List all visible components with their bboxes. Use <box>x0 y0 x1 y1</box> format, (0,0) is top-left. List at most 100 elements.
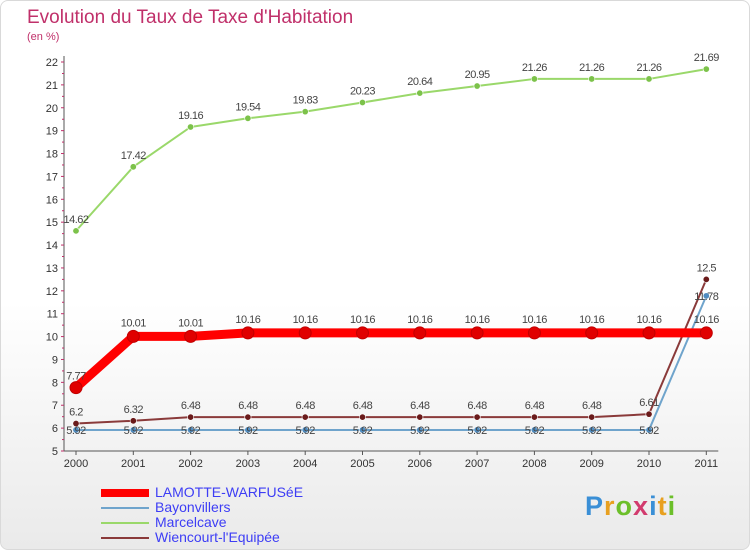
data-label-2: 14.62 <box>63 214 88 226</box>
data-point-3 <box>702 275 710 283</box>
y-tick-label: 18 <box>46 149 58 161</box>
data-point-0 <box>413 326 427 340</box>
logo-letter: x <box>633 491 650 521</box>
legend-label-marcelcave: Marcelcave <box>155 514 227 530</box>
data-label-2: 21.26 <box>636 62 661 74</box>
y-tick-label: 8 <box>52 377 58 389</box>
data-point-3 <box>187 413 195 421</box>
data-label-3: 6.32 <box>124 404 144 416</box>
line-chart: 5 6 7 8 9 10 11 12 13 14 15 16 17 18 19 20 21 22 2000 2001 2… <box>46 52 720 470</box>
data-point-3 <box>301 413 309 421</box>
x-tick-label: 2005 <box>350 458 374 470</box>
data-point-0 <box>126 329 140 343</box>
legend-swatch-bayonvillers <box>101 507 149 509</box>
data-point-3 <box>244 413 252 421</box>
y-tick-label: 17 <box>46 171 58 183</box>
y-tick-label: 22 <box>46 57 58 69</box>
data-point-2 <box>72 227 80 235</box>
data-label-1: 5.92 <box>410 425 430 437</box>
data-point-2 <box>301 108 309 116</box>
data-label-3: 6.48 <box>525 400 545 412</box>
data-point-1 <box>416 426 424 434</box>
x-tick-label: 2003 <box>236 458 260 470</box>
data-point-0 <box>585 326 599 340</box>
data-label-2: 20.23 <box>350 86 375 98</box>
data-point-0 <box>69 381 83 395</box>
data-label-0: 10.16 <box>407 314 432 326</box>
data-label-3: 6.48 <box>410 400 430 412</box>
data-point-2 <box>416 89 424 97</box>
data-label-0: 10.16 <box>636 314 661 326</box>
x-tick-label: 2002 <box>178 458 202 470</box>
x-tick-label: 2007 <box>465 458 489 470</box>
data-label-0: 10.16 <box>465 314 490 326</box>
data-point-1 <box>129 426 137 434</box>
data-point-2 <box>129 163 137 171</box>
data-point-1 <box>588 426 596 434</box>
data-label-2: 20.95 <box>465 69 490 81</box>
proxiti-logo: Proxiti <box>585 491 676 522</box>
data-point-3 <box>645 410 653 418</box>
data-point-0 <box>241 326 255 340</box>
data-point-1 <box>244 426 252 434</box>
data-point-3 <box>588 413 596 421</box>
data-point-0 <box>470 326 484 340</box>
y-tick-label: 14 <box>46 240 58 252</box>
x-tick-label: 2008 <box>522 458 546 470</box>
x-tick-label: 2004 <box>293 458 317 470</box>
y-tick-label: 10 <box>46 332 58 344</box>
data-label-0: 10.16 <box>235 314 260 326</box>
y-tick-label: 7 <box>52 400 58 412</box>
data-label-3: 6.48 <box>467 400 487 412</box>
data-label-1: 5.92 <box>353 425 373 437</box>
data-point-2 <box>358 99 366 107</box>
data-point-0 <box>356 326 369 340</box>
data-label-2: 21.69 <box>694 52 719 64</box>
logo-letter: i <box>667 491 677 521</box>
data-point-1 <box>473 426 481 434</box>
data-point-1 <box>645 426 653 434</box>
y-tick-label: 16 <box>46 194 58 206</box>
data-point-2 <box>530 75 538 83</box>
y-tick-label: 12 <box>46 286 58 298</box>
data-point-1 <box>187 426 195 434</box>
data-point-3 <box>473 413 481 421</box>
data-label-0: 10.01 <box>178 317 203 329</box>
data-point-1 <box>530 426 538 434</box>
data-label-3: 6.48 <box>353 400 373 412</box>
data-label-1: 5.92 <box>124 425 144 437</box>
data-label-1: 5.92 <box>181 425 201 437</box>
data-point-2 <box>473 82 481 90</box>
data-label-1: 11.78 <box>694 291 719 303</box>
x-tick-label: 2011 <box>694 458 718 470</box>
data-point-3 <box>72 420 80 428</box>
data-label-1: 5.92 <box>238 425 258 437</box>
data-label-0: 10.16 <box>694 314 719 326</box>
legend-label-wiencourt: Wiencourt-l'Equipée <box>155 529 280 545</box>
data-point-3 <box>358 413 366 421</box>
legend-swatch-lamotte <box>101 489 149 497</box>
data-label-1: 5.92 <box>582 425 602 437</box>
data-label-0: 7.77 <box>66 371 86 383</box>
data-label-1: 5.92 <box>295 425 315 437</box>
data-label-3: 6.2 <box>69 407 83 419</box>
data-point-2 <box>187 123 195 131</box>
y-tick-label: 13 <box>46 263 58 275</box>
legend-swatch-marcelcave <box>101 522 149 524</box>
logo-letter: i <box>649 491 658 521</box>
legend-label-bayonvillers: Bayonvillers <box>155 499 231 515</box>
series-line-2 <box>75 68 708 232</box>
data-point-2 <box>645 75 653 83</box>
data-point-3 <box>530 413 538 421</box>
data-label-1: 5.92 <box>639 425 659 437</box>
data-point-3 <box>416 413 424 421</box>
legend-swatch-wiencourt <box>101 537 149 539</box>
chart-title: Evolution du Taux de Taxe d'Habitation <box>27 7 354 28</box>
data-point-1 <box>702 292 710 300</box>
data-point-3 <box>129 417 137 425</box>
data-label-1: 5.92 <box>525 425 545 437</box>
y-tick-label: 9 <box>52 354 58 366</box>
data-point-2 <box>702 65 710 73</box>
data-label-3: 6.48 <box>295 400 315 412</box>
